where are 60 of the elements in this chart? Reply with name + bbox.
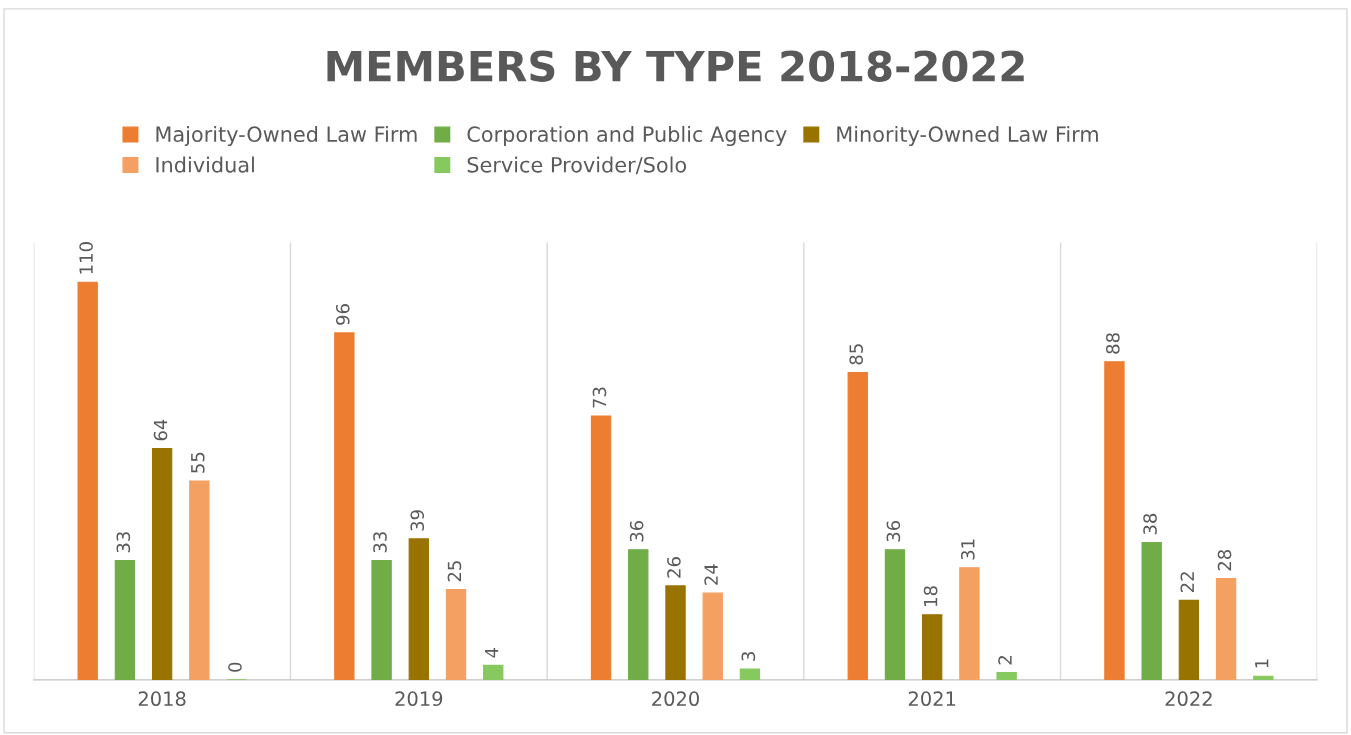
data-label: 85	[849, 344, 863, 365]
bar	[483, 664, 504, 680]
data-label: 33	[373, 532, 387, 553]
bar	[189, 480, 210, 680]
bar	[1141, 541, 1162, 680]
bar	[371, 560, 392, 680]
data-label: 18	[923, 586, 938, 606]
legend-label: Minority-Owned Law Firm	[837, 125, 1098, 147]
data-label: 55	[191, 452, 205, 473]
data-label: 1	[1255, 659, 1269, 668]
bar	[702, 592, 723, 680]
bar	[996, 672, 1017, 680]
bar	[922, 614, 943, 680]
legend-label: Service Provider/Solo	[467, 156, 687, 175]
data-label: 64	[153, 419, 168, 441]
data-label: 3	[741, 652, 756, 661]
data-label: 25	[447, 561, 462, 582]
bar	[739, 668, 761, 680]
bar	[151, 448, 173, 680]
bar	[114, 560, 136, 680]
bar	[628, 549, 649, 680]
legend-label: Majority-Owned Law Firm	[156, 125, 417, 147]
data-label: 24	[704, 564, 718, 585]
x-tick-label: 2018	[138, 691, 186, 707]
data-label: 2	[998, 656, 1012, 665]
data-label: 110	[79, 242, 93, 274]
x-tick-label: 2022	[1165, 691, 1212, 707]
data-label: 0	[228, 662, 242, 672]
bar	[445, 588, 467, 680]
bar	[884, 549, 906, 680]
data-label: 28	[1217, 549, 1232, 571]
bar	[665, 585, 686, 680]
x-tick-label: 2019	[395, 691, 443, 707]
bar	[1215, 578, 1237, 680]
legend-label: Corporation and Public Agency	[467, 125, 787, 147]
data-label: 36	[629, 520, 644, 542]
data-label: 39	[410, 510, 425, 531]
bar	[847, 372, 868, 680]
bar	[1104, 361, 1125, 680]
data-label: 33	[116, 532, 131, 553]
legend-label: Individual	[156, 156, 254, 173]
bar	[77, 281, 98, 680]
bar	[1178, 599, 1200, 680]
data-label: 36	[886, 520, 901, 542]
data-label: 73	[592, 387, 607, 408]
bar	[590, 415, 612, 680]
chart-title: MEMBERS BY TYPE 2018-2022	[327, 50, 1024, 82]
data-label: 22	[1180, 572, 1194, 593]
data-label: 38	[1143, 513, 1157, 535]
x-tick-label: 2021	[908, 691, 956, 707]
bar	[408, 538, 429, 680]
data-label: 26	[667, 557, 681, 578]
data-label: 4	[485, 648, 499, 658]
x-tick-label: 2020	[652, 691, 699, 707]
data-label: 31	[960, 539, 975, 560]
data-label: 88	[1106, 333, 1120, 354]
bar	[1253, 675, 1274, 680]
bar	[334, 332, 355, 680]
data-label: 96	[335, 304, 350, 325]
bar	[959, 567, 980, 680]
